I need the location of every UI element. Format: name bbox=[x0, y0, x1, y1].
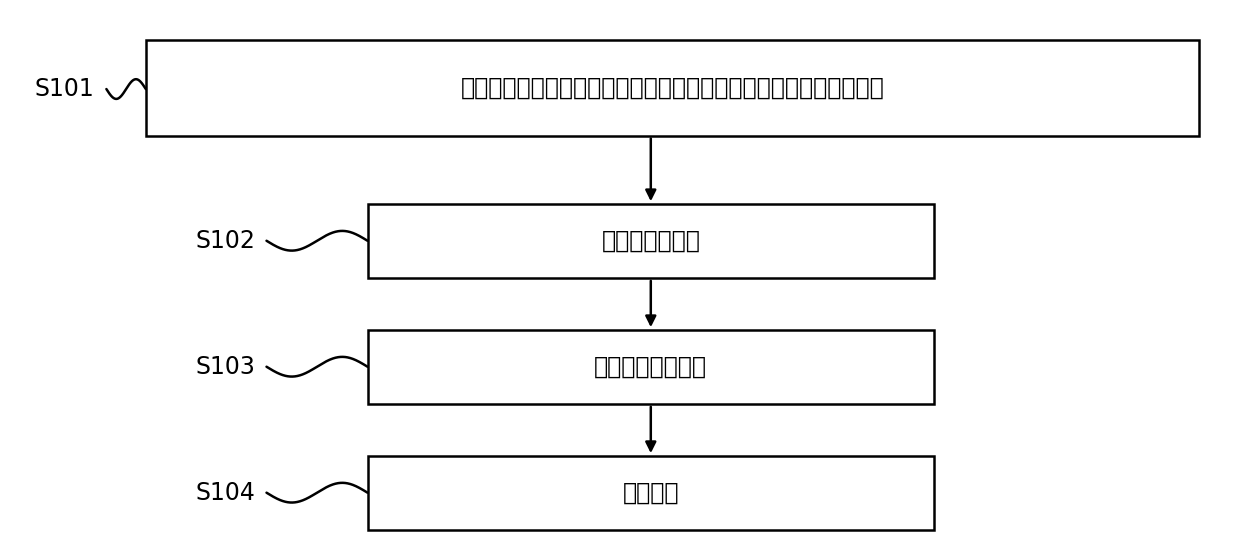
Text: S101: S101 bbox=[35, 77, 94, 101]
Text: 计算有效采样时间: 计算有效采样时间 bbox=[594, 355, 707, 379]
Bar bbox=[367, 330, 934, 404]
Text: 计算有效样本数: 计算有效样本数 bbox=[601, 229, 701, 253]
Text: S104: S104 bbox=[195, 481, 255, 505]
Bar bbox=[367, 204, 934, 278]
Bar bbox=[146, 40, 1199, 136]
Text: 计算各个故障模式下的完好性风险总和，以及完好性风险值的最大值: 计算各个故障模式下的完好性风险总和，以及完好性风险值的最大值 bbox=[460, 76, 884, 100]
Bar bbox=[367, 456, 934, 530]
Text: S102: S102 bbox=[195, 229, 255, 253]
Text: S103: S103 bbox=[195, 355, 255, 379]
Text: 故障检测: 故障检测 bbox=[622, 481, 680, 505]
